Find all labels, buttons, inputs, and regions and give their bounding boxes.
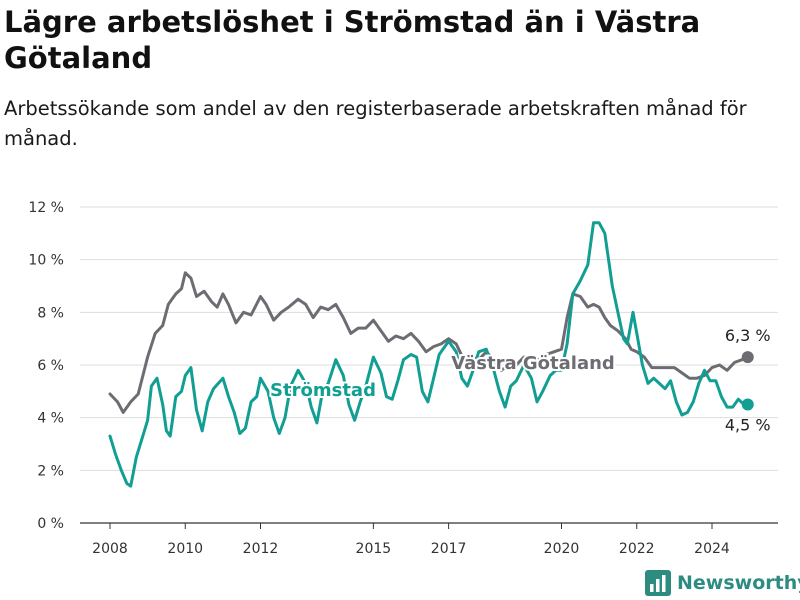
series-lines: [108, 221, 754, 488]
y-tick-label: 2 %: [37, 463, 64, 479]
series-end-value: 4,5 %: [725, 416, 771, 435]
y-axis: 0 % 2 % 4 % 6 % 8 % 10 % 12 %: [28, 200, 64, 532]
chart-subtitle: Arbetssökande som andel av den registerb…: [4, 97, 747, 150]
series-line-v-stra-g-taland: [108, 271, 750, 414]
brand-name: Newsworthy: [677, 572, 800, 594]
y-tick-label: 12 %: [28, 200, 64, 216]
y-tick-label: 6 %: [37, 358, 64, 374]
x-tick-label: 2015: [356, 541, 392, 557]
y-tick-label: 0 %: [37, 516, 64, 532]
bar-chart-logo-icon: [645, 570, 671, 596]
x-tick-label: 2022: [619, 541, 655, 557]
y-tick-label: 4 %: [37, 411, 64, 427]
x-axis: 2008 2010 2012 2015 2017 2020 2022 2024: [92, 523, 730, 557]
series-line-str-mstad: [108, 221, 750, 488]
x-tick-label: 2020: [544, 541, 580, 557]
gridlines: [80, 206, 778, 524]
chart-title: Lägre arbetslöshet i Strömstad än i Väst…: [4, 5, 701, 75]
series-end-marker: [741, 351, 754, 364]
x-tick-label: 2010: [167, 541, 203, 557]
series-end-marker: [741, 398, 754, 411]
series-labels: Västra Götaland 6,3 % Strömstad 4,5 %: [268, 326, 771, 435]
x-tick-label: 2017: [431, 541, 467, 557]
series-name-label: Strömstad: [270, 380, 376, 401]
x-tick-label: 2012: [243, 541, 279, 557]
brand-logo: Newsworthy: [645, 570, 800, 596]
y-tick-label: 10 %: [28, 253, 64, 269]
series-end-value: 6,3 %: [725, 326, 771, 345]
series-name-label: Västra Götaland: [451, 353, 615, 374]
x-tick-label: 2008: [92, 541, 128, 557]
x-tick-label: 2024: [694, 541, 730, 557]
y-tick-label: 8 %: [37, 305, 64, 321]
